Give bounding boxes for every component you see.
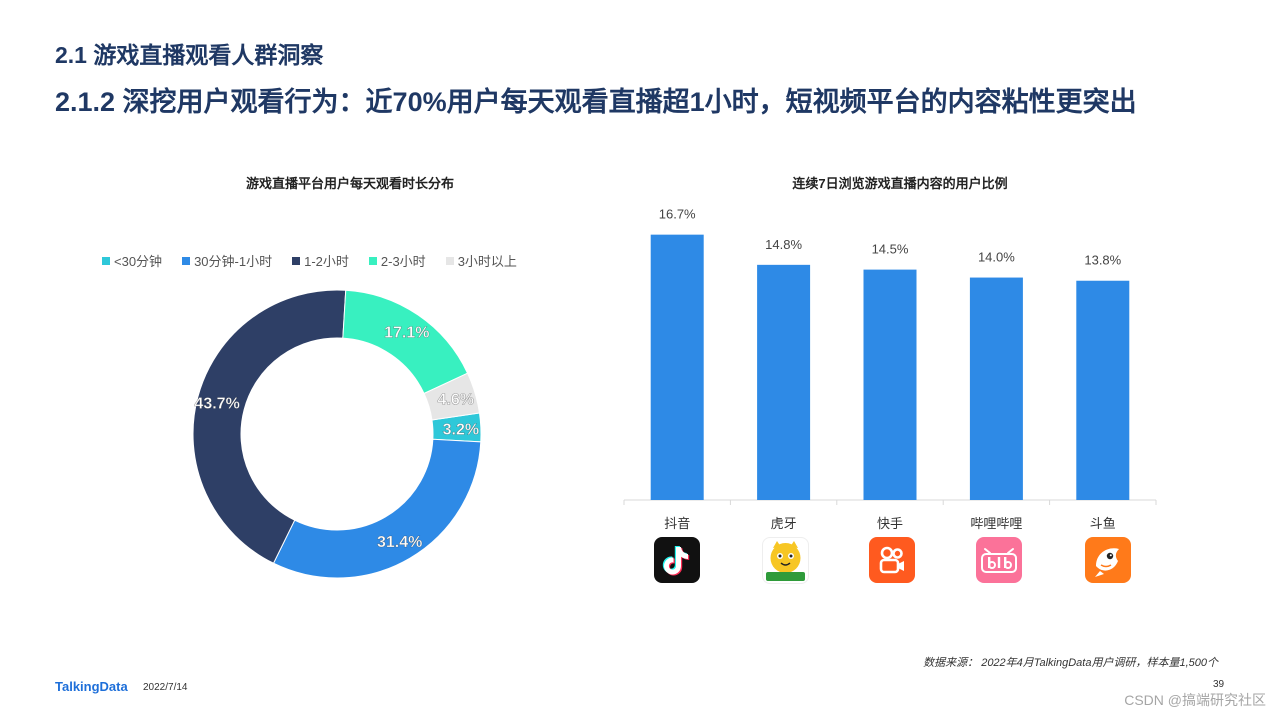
- legend-label: <30分钟: [114, 254, 163, 269]
- bar: [757, 264, 811, 500]
- bar: [969, 277, 1023, 500]
- watermark: CSDN @搞端研究社区: [1124, 692, 1266, 708]
- bar: [863, 269, 917, 500]
- page-title: 2.1.2 深挖用户观看行为：近70%用户每天观看直播超1小时，短视频平台的内容…: [55, 87, 1137, 117]
- legend-item-2-3h: 2-3小时: [368, 251, 426, 270]
- legend-item-30-60: 30分钟-1小时: [182, 251, 272, 270]
- kuaishou-icon: [869, 537, 915, 583]
- legend-label: 3小时以上: [457, 254, 517, 269]
- legend-item-lt30: <30分钟: [102, 251, 162, 270]
- x-tick-label: 哔哩哔哩: [970, 516, 1022, 530]
- legend-swatch: [182, 256, 191, 265]
- donut-slice: [423, 372, 481, 421]
- talkingdata-logo: TalkingData: [55, 679, 128, 694]
- legend-item-1-2h: 1-2小时: [292, 251, 349, 270]
- x-tick-label: 快手: [877, 516, 903, 530]
- donut-data-label: 4.6%: [438, 391, 474, 408]
- donut-slice: [342, 289, 469, 395]
- donut-chart: 3.2% 31.4% 43.7% 17.1% 4.6%: [192, 289, 482, 579]
- douyin-note-glyph: [662, 546, 690, 576]
- data-source-note: 数据来源： 2022年4月TalkingData用户调研，样本量1,500个: [923, 657, 1218, 669]
- legend-label: 1-2小时: [304, 254, 349, 269]
- bilibili-wordmark-glyph: [981, 548, 1017, 573]
- legend-label: 2-3小时: [380, 254, 426, 269]
- legend-label: 30分钟-1小时: [194, 254, 273, 269]
- bilibili-icon: [976, 537, 1022, 583]
- douyu-icon: [1085, 537, 1131, 583]
- donut-data-label: 17.1%: [384, 325, 429, 342]
- section-title: 2.1 游戏直播观看人群洞察: [55, 42, 324, 68]
- donut-slice: [272, 438, 482, 579]
- donut-legend: <30分钟 30分钟-1小时 1-2小时 2-3小时 3小时以上: [102, 251, 537, 270]
- legend-item-3h-plus: 3小时以上: [445, 251, 517, 270]
- huya-icon: [762, 537, 809, 584]
- x-tick-label: 虎牙: [771, 516, 797, 530]
- legend-swatch: [292, 256, 301, 265]
- bar-data-label: 14.8%: [765, 237, 802, 252]
- bar-data-label: 14.0%: [978, 250, 1015, 265]
- legend-swatch: [445, 256, 454, 265]
- donut-slice: [192, 289, 347, 564]
- donut-data-label: 3.2%: [443, 421, 479, 438]
- bar: [1076, 280, 1130, 500]
- bar: [650, 234, 704, 500]
- bar-data-label: 13.8%: [1084, 253, 1121, 268]
- bar-data-label: 14.5%: [872, 242, 909, 257]
- douyu-fish-glyph: [1095, 548, 1119, 577]
- kuaishou-camera-glyph: [879, 546, 904, 574]
- donut-data-label: 43.7%: [194, 395, 239, 412]
- donut-data-label: 31.4%: [377, 534, 422, 551]
- bar-chart-title: 连续7日浏览游戏直播内容的用户比例: [792, 176, 1008, 191]
- page-number: 39: [1213, 679, 1225, 690]
- donut-chart-title: 游戏直播平台用户每天观看时长分布: [245, 176, 454, 191]
- huya-mascot-glyph: [766, 541, 805, 581]
- bar-data-label: 16.7%: [659, 207, 696, 222]
- legend-swatch: [368, 256, 377, 265]
- report-date: 2022/7/14: [143, 682, 188, 693]
- douyin-icon: [654, 537, 700, 583]
- bar-chart: 16.7% 抖音 14.8% 虎牙 14.5% 快手 14.0% 哔哩哔哩 13.8% 斗鱼: [623, 207, 1157, 530]
- x-tick-label: 斗鱼: [1090, 516, 1116, 530]
- x-tick-label: 抖音: [664, 516, 690, 530]
- legend-swatch: [102, 256, 110, 265]
